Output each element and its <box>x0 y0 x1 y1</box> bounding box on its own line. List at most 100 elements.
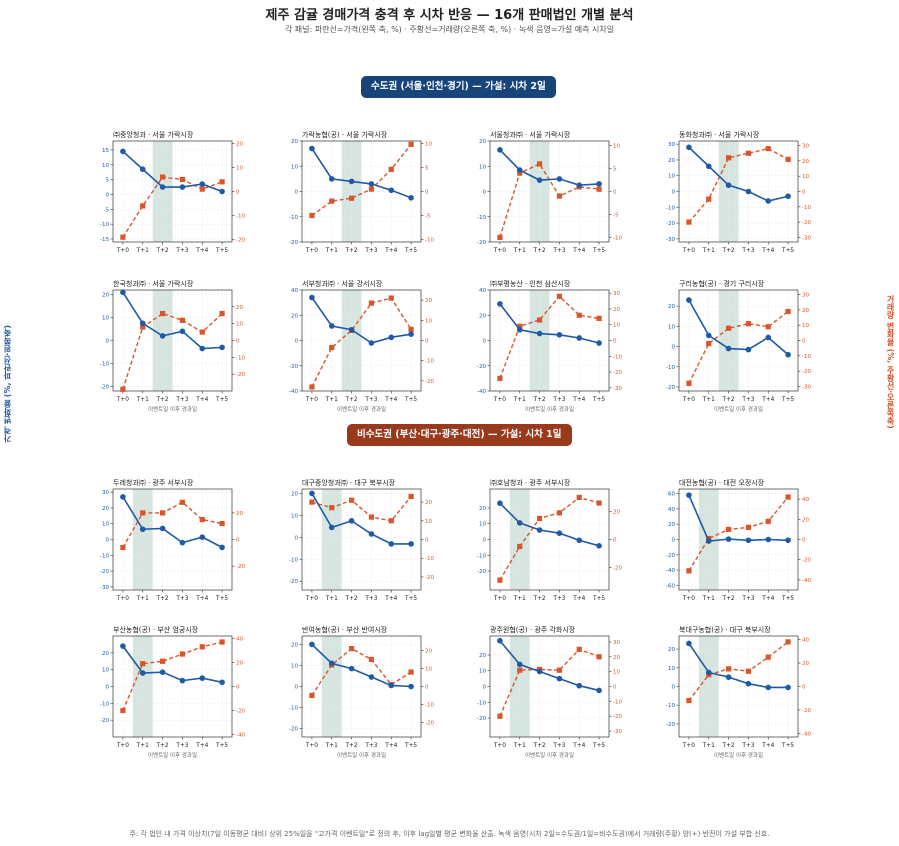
price-point <box>368 181 375 187</box>
left-tick-label: -10 <box>100 361 109 367</box>
left-tick-label: 20 <box>102 651 109 657</box>
price-point <box>309 294 315 301</box>
left-tick-label: 0 <box>106 192 110 198</box>
volume-point <box>120 544 126 551</box>
right-tick-label: 20 <box>425 500 432 506</box>
volume-point <box>725 325 732 331</box>
price-point <box>785 193 791 200</box>
right-tick-label: 20 <box>802 661 809 667</box>
right-tick-label: -20 <box>613 714 622 720</box>
right-tick-label: 20 <box>236 141 243 147</box>
price-point <box>785 684 791 691</box>
x-tick-label: T+1 <box>325 248 338 254</box>
left-tick-label: 10 <box>291 663 298 669</box>
volume-point <box>725 666 732 672</box>
price-point <box>388 334 395 341</box>
volume-point <box>536 515 543 522</box>
x-tick-label: T+3 <box>364 248 377 254</box>
price-point <box>179 539 186 546</box>
right-tick-label: 0 <box>613 538 617 544</box>
volume-point <box>596 654 602 660</box>
volume-point <box>179 317 186 323</box>
volume-line <box>688 310 789 384</box>
volume-point <box>159 310 166 317</box>
x-tick-label: T+1 <box>136 596 149 602</box>
price-point <box>328 660 335 667</box>
left-tick-label: -15 <box>100 237 109 243</box>
price-point <box>309 641 315 648</box>
right-tick-label: 40 <box>236 636 243 642</box>
price-line <box>311 492 412 545</box>
volume-point <box>329 505 335 511</box>
x-tick-label: T+4 <box>761 596 774 602</box>
price-point <box>159 184 166 190</box>
panel-title: 두레청과㈜ · 광주 서부시장 <box>113 478 194 487</box>
price-point <box>219 679 225 686</box>
panel-title: 광주원협(공) · 광주 각화시장 <box>490 625 576 634</box>
panel-title: ㈜부평농산 · 인천 삼산시장 <box>490 279 571 288</box>
right-tick-label: 10 <box>425 519 432 525</box>
left-tick-label: -10 <box>477 700 486 706</box>
price-point <box>388 682 395 689</box>
section-banner-metro: 수도권 (서울·인천·경기) — 가설: 시차 2일 <box>361 76 556 98</box>
volume-point <box>686 568 692 574</box>
price-point <box>785 537 791 544</box>
figure-title: 제주 감귤 경매가격 충격 후 시차 반응 — 16개 판매법인 개별 분석 <box>265 8 634 23</box>
left-tick-label: 10 <box>291 513 298 519</box>
right-tick-label: -10 <box>425 359 434 365</box>
volume-point <box>140 324 146 330</box>
volume-point <box>348 195 355 201</box>
price-point <box>556 332 563 338</box>
volume-point <box>408 669 414 675</box>
price-point <box>408 541 414 547</box>
left-tick-label: -10 <box>100 553 109 559</box>
volume-point <box>517 323 523 329</box>
right-tick-label: -20 <box>236 372 245 378</box>
volume-point <box>686 697 692 704</box>
price-point <box>745 537 752 544</box>
x-tick-label: T+1 <box>702 397 715 403</box>
left-tick-label: -10 <box>289 215 298 221</box>
x-tick-label: T+2 <box>345 743 358 749</box>
figure-subtitle: 각 패널: 파란선=가격(왼쪽 축, %) · 주황선=거래량(오른쪽 축, %… <box>284 25 615 34</box>
chart-panel: 반여농협(공) · 부산 반여시장 -20 -10 0 10 20 -20 -10 0 10 20 T… <box>289 625 434 759</box>
price-point <box>348 178 355 185</box>
volume-point <box>576 494 582 501</box>
x-tick-label: T+4 <box>572 596 585 602</box>
volume-point <box>120 386 126 392</box>
panel-title: 서울청과㈜ · 서울 가락시장 <box>490 130 571 139</box>
x-tick-label: T+2 <box>156 596 169 602</box>
x-axis-label: 이벤트일 이후 경과일 <box>714 751 763 759</box>
x-tick-label: T+5 <box>215 248 228 254</box>
x-tick-label: T+0 <box>305 397 318 403</box>
price-point <box>199 345 206 352</box>
left-tick-label: 10 <box>291 164 298 170</box>
left-tick-label: -20 <box>289 240 298 246</box>
volume-point <box>556 193 563 199</box>
x-tick-label: T+1 <box>136 397 149 403</box>
volume-point <box>785 156 791 162</box>
price-point <box>705 669 712 676</box>
left-tick-label: -20 <box>666 221 675 227</box>
right-tick-label: 0 <box>802 538 806 544</box>
volume-point <box>199 516 205 523</box>
x-tick-label: T+5 <box>592 743 605 749</box>
left-tick-label: 60 <box>668 492 675 498</box>
right-tick-label: 10 <box>613 670 620 676</box>
volume-point <box>368 186 375 192</box>
price-point <box>408 331 414 337</box>
right-tick-label: 0 <box>802 190 806 196</box>
x-tick-label: T+5 <box>781 743 794 749</box>
chart-panel: ㈜호남청과 · 광주 서부시장 -20 -10 0 10 20 -20 0 20 T+0 T+1 T+… <box>477 478 622 602</box>
price-line <box>688 146 789 202</box>
volume-point <box>199 644 205 650</box>
left-tick-label: -20 <box>289 727 298 733</box>
price-point <box>199 675 206 681</box>
panel-title: 동화청과㈜ · 서울 가락시장 <box>679 130 760 139</box>
x-tick-label: T+1 <box>136 743 149 749</box>
volume-line <box>499 295 600 379</box>
price-line <box>688 643 789 689</box>
chart-panel: 대전농협(공) · 대전 오정시장 -60 -40 -20 0 20 40 60 -40 -20 0… <box>666 478 811 602</box>
right-tick-label: -10 <box>613 235 622 241</box>
right-tick-label: 0 <box>425 685 429 691</box>
